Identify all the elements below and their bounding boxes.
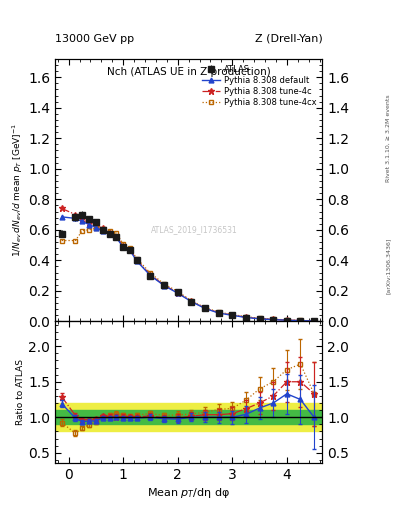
Pythia 8.308 tune-4c [162, 282, 167, 288]
Pythia 8.308 tune-4cx [87, 227, 92, 233]
Pythia 8.308 tune-4c [298, 317, 303, 324]
Text: ATLAS_2019_I1736531: ATLAS_2019_I1736531 [151, 225, 237, 234]
Pythia 8.308 default [107, 231, 112, 238]
Pythia 8.308 tune-4cx [203, 305, 208, 311]
Pythia 8.308 tune-4cx [216, 309, 221, 315]
Pythia 8.308 tune-4c [80, 216, 84, 222]
Pythia 8.308 tune-4cx [285, 317, 289, 323]
Pythia 8.308 tune-4c [121, 243, 125, 249]
Pythia 8.308 tune-4c [114, 233, 119, 240]
Pythia 8.308 tune-4cx [107, 227, 112, 233]
Pythia 8.308 default [121, 244, 125, 250]
Pythia 8.308 tune-4cx [244, 314, 248, 320]
Pythia 8.308 default [162, 283, 167, 289]
Pythia 8.308 default [94, 224, 98, 230]
Pythia 8.308 default [59, 214, 64, 220]
Pythia 8.308 default [271, 316, 275, 323]
Pythia 8.308 tune-4cx [189, 297, 194, 304]
Pythia 8.308 tune-4c [107, 230, 112, 236]
Pythia 8.308 tune-4cx [230, 311, 235, 317]
Pythia 8.308 tune-4cx [80, 227, 84, 233]
Pythia 8.308 default [134, 258, 139, 264]
Text: [arXiv:1306.3436]: [arXiv:1306.3436] [386, 238, 391, 294]
Pythia 8.308 tune-4cx [73, 238, 78, 244]
Text: Rivet 3.1.10, ≥ 3.2M events: Rivet 3.1.10, ≥ 3.2M events [386, 94, 391, 182]
Pythia 8.308 tune-4c [203, 305, 208, 311]
Pythia 8.308 default [148, 272, 153, 279]
Y-axis label: Ratio to ATLAS: Ratio to ATLAS [17, 359, 26, 425]
Pythia 8.308 tune-4cx [100, 226, 105, 232]
X-axis label: Mean $p_{T}$/dη dφ: Mean $p_{T}$/dη dφ [147, 486, 230, 500]
Pythia 8.308 tune-4c [230, 312, 235, 318]
Pythia 8.308 tune-4cx [175, 288, 180, 294]
Pythia 8.308 tune-4cx [128, 245, 132, 251]
Text: 13000 GeV pp: 13000 GeV pp [55, 33, 134, 44]
Pythia 8.308 default [87, 221, 92, 227]
Pythia 8.308 tune-4cx [162, 281, 167, 287]
Pythia 8.308 tune-4cx [114, 230, 119, 236]
Pythia 8.308 tune-4c [128, 246, 132, 252]
Legend: ATLAS, Pythia 8.308 default, Pythia 8.308 tune-4c, Pythia 8.308 tune-4cx: ATLAS, Pythia 8.308 default, Pythia 8.30… [199, 61, 320, 110]
Pythia 8.308 default [312, 318, 316, 324]
Pythia 8.308 default [100, 227, 105, 233]
Pythia 8.308 default [189, 298, 194, 305]
Pythia 8.308 tune-4cx [134, 255, 139, 262]
Pythia 8.308 default [230, 312, 235, 318]
Pythia 8.308 default [80, 219, 84, 225]
Pythia 8.308 tune-4c [94, 222, 98, 228]
Pythia 8.308 default [73, 216, 78, 222]
Text: Z (Drell-Yan): Z (Drell-Yan) [255, 33, 322, 44]
Pythia 8.308 tune-4cx [257, 315, 262, 322]
Pythia 8.308 default [203, 305, 208, 311]
Pythia 8.308 default [216, 310, 221, 316]
Pythia 8.308 tune-4c [244, 314, 248, 320]
Pythia 8.308 tune-4c [285, 317, 289, 323]
Pythia 8.308 tune-4c [271, 316, 275, 323]
Pythia 8.308 tune-4c [100, 225, 105, 231]
Pythia 8.308 tune-4c [87, 220, 92, 226]
Line: Pythia 8.308 tune-4cx: Pythia 8.308 tune-4cx [59, 226, 316, 323]
Line: Pythia 8.308 tune-4c: Pythia 8.308 tune-4c [59, 205, 318, 324]
Pythia 8.308 tune-4cx [121, 241, 125, 247]
Text: Nch (ATLAS UE in Z production): Nch (ATLAS UE in Z production) [107, 67, 270, 77]
Pythia 8.308 default [114, 234, 119, 241]
Pythia 8.308 default [298, 317, 303, 324]
Pythia 8.308 tune-4cx [271, 316, 275, 322]
Pythia 8.308 tune-4c [257, 315, 262, 322]
Y-axis label: $1/N_{ev}\, dN_{ev}/d$ mean $p_T$ [GeV]$^{-1}$: $1/N_{ev}\, dN_{ev}/d$ mean $p_T$ [GeV]$… [11, 123, 25, 258]
Pythia 8.308 tune-4c [189, 298, 194, 304]
Pythia 8.308 tune-4c [134, 257, 139, 263]
Pythia 8.308 tune-4cx [298, 317, 303, 324]
Pythia 8.308 tune-4c [175, 290, 180, 296]
Pythia 8.308 default [128, 247, 132, 253]
Pythia 8.308 tune-4c [312, 318, 316, 324]
Pythia 8.308 default [285, 317, 289, 323]
Pythia 8.308 default [257, 316, 262, 322]
Pythia 8.308 default [175, 290, 180, 296]
Pythia 8.308 tune-4c [148, 272, 153, 278]
Line: Pythia 8.308 default: Pythia 8.308 default [59, 215, 316, 324]
Pythia 8.308 tune-4cx [148, 270, 153, 276]
Pythia 8.308 tune-4cx [312, 318, 316, 324]
Pythia 8.308 tune-4cx [59, 238, 64, 244]
Pythia 8.308 tune-4c [216, 310, 221, 316]
Pythia 8.308 tune-4c [59, 205, 64, 211]
Pythia 8.308 tune-4cx [94, 225, 98, 231]
Pythia 8.308 tune-4c [73, 211, 78, 218]
Pythia 8.308 default [244, 314, 248, 321]
